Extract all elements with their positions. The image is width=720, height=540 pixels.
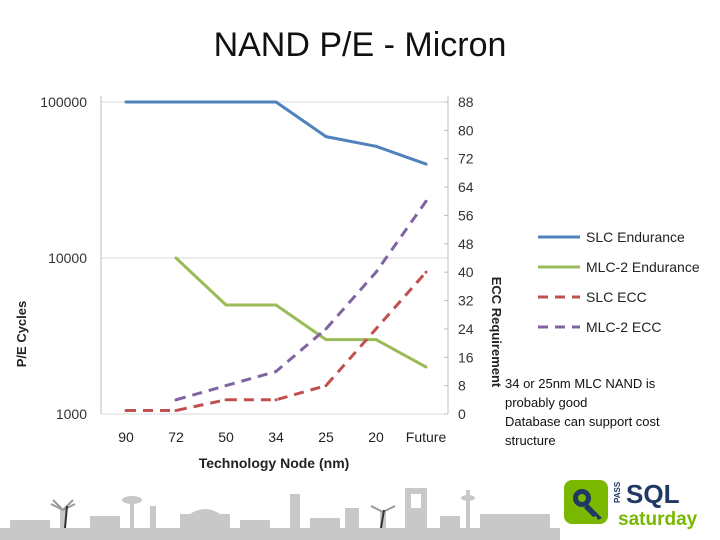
x-tick-label: 25: [318, 429, 334, 445]
y2-tick-label: 32: [458, 293, 474, 309]
data-point: [324, 338, 328, 342]
x-tick-label: 72: [168, 429, 184, 445]
x-axis-label: Technology Node (nm): [199, 455, 350, 471]
x-tick-label: 20: [368, 429, 384, 445]
data-point: [274, 398, 278, 402]
y2-tick-label: 80: [458, 122, 474, 138]
data-point: [224, 100, 228, 104]
y2-tick-label: 88: [458, 94, 474, 110]
data-point: [374, 338, 378, 342]
skyline-silhouette: [0, 488, 560, 540]
legend-label: MLC-2 Endurance: [586, 259, 700, 275]
logo-saturday-text: saturday: [618, 509, 698, 530]
y-axis-label: P/E Cycles: [14, 301, 29, 368]
logo-sql-text: SQL: [626, 479, 680, 509]
y2-axis-label: ECC Requirement: [489, 277, 504, 388]
data-point: [124, 100, 128, 104]
y2-tick-label: 16: [458, 349, 474, 365]
skyline-decoration: [0, 488, 560, 540]
data-point: [424, 199, 428, 203]
sqlsaturday-logo: PASS SQL saturday: [564, 479, 698, 530]
legend-label: MLC-2 ECC: [586, 319, 661, 335]
legend-label: SLC Endurance: [586, 229, 685, 245]
data-point: [224, 384, 228, 388]
data-point: [324, 327, 328, 331]
y2-tick-label: 40: [458, 264, 474, 280]
y-tick-label: 100000: [40, 94, 87, 110]
data-point: [374, 144, 378, 148]
x-tick-label: Future: [406, 429, 447, 445]
series-lines: [124, 100, 428, 412]
series-line-slc-endurance: [126, 100, 427, 166]
data-point: [224, 303, 228, 307]
note-line: probably good: [505, 395, 588, 410]
data-point: [424, 365, 428, 369]
y-tick-label: 10000: [48, 250, 87, 266]
series-line-mlc-2-endurance: [174, 256, 427, 369]
y2-tick-label: 24: [458, 321, 474, 337]
data-point: [274, 369, 278, 373]
y2-tick-label: 64: [458, 179, 474, 195]
y2-tick-label: 72: [458, 151, 474, 167]
data-point: [374, 327, 378, 331]
y2-tick-label: 0: [458, 406, 466, 422]
data-point: [224, 398, 228, 402]
data-point: [274, 303, 278, 307]
data-point: [174, 256, 178, 260]
gridlines: [101, 101, 448, 415]
data-point: [324, 384, 328, 388]
y-axis-right: 0 8 16 24 32 40 48 56 64 72 80 88: [444, 94, 474, 422]
x-tick-label: 90: [118, 429, 134, 445]
note-line: structure: [505, 433, 556, 448]
series-line-mlc-2-ecc: [175, 200, 428, 402]
y-tick-label: 1000: [56, 406, 87, 422]
palm-trees: [64, 506, 385, 528]
data-point: [274, 100, 278, 104]
data-point: [424, 162, 428, 166]
y2-tick-label: 56: [458, 207, 474, 223]
y2-tick-label: 8: [458, 378, 466, 394]
note-line: Database can support cost: [505, 414, 660, 429]
legend-label: SLC ECC: [586, 289, 647, 305]
y-axis-left: 100000 10000 1000: [40, 94, 102, 422]
data-point: [174, 408, 178, 412]
legend: SLC Endurance MLC-2 Endurance SLC ECC MLC-2…: [538, 229, 700, 335]
x-axis: 90 72 50 34 25 20 Future: [118, 429, 446, 445]
logo-pass-text: PASS: [613, 481, 622, 503]
slide-title: NAND P/E - Micron: [213, 26, 507, 64]
data-point: [174, 100, 178, 104]
y2-tick-label: 48: [458, 236, 474, 252]
x-tick-label: 50: [218, 429, 234, 445]
chart: 100000 10000 1000 0 8 16 24 32 40 48 56 64 72 80 88 9…: [14, 94, 700, 471]
x-tick-label: 34: [268, 429, 284, 445]
note-line: 34 or 25nm MLC NAND is: [505, 376, 656, 391]
data-point: [124, 408, 128, 412]
data-point: [424, 270, 428, 274]
data-point: [174, 398, 178, 402]
note-text: 34 or 25nm MLC NAND is probably good Dat…: [505, 374, 705, 450]
data-point: [324, 135, 328, 139]
data-point: [374, 270, 378, 274]
